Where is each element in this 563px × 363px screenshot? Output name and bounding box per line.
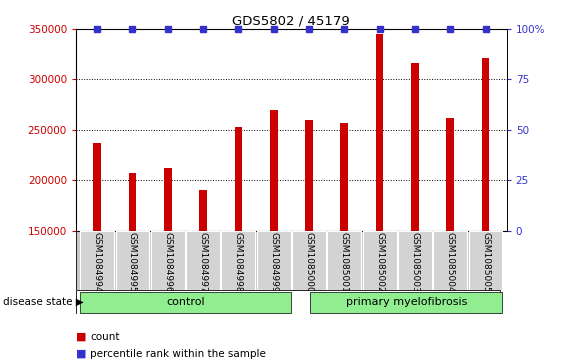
Bar bbox=[446, 118, 454, 363]
Bar bbox=[164, 168, 172, 363]
Bar bbox=[363, 231, 396, 290]
Text: GSM1085005: GSM1085005 bbox=[481, 232, 490, 293]
Bar bbox=[270, 110, 278, 363]
Bar bbox=[398, 231, 432, 290]
Text: GSM1085001: GSM1085001 bbox=[340, 232, 349, 293]
Text: GSM1085000: GSM1085000 bbox=[305, 232, 314, 293]
Bar bbox=[434, 231, 467, 290]
Bar bbox=[257, 231, 291, 290]
Bar bbox=[411, 63, 419, 363]
Text: GSM1084995: GSM1084995 bbox=[128, 232, 137, 293]
Bar bbox=[221, 231, 256, 290]
Bar bbox=[186, 231, 220, 290]
Title: GDS5802 / 45179: GDS5802 / 45179 bbox=[233, 15, 350, 28]
Bar bbox=[468, 231, 502, 290]
Bar bbox=[305, 120, 313, 363]
Bar bbox=[81, 231, 114, 290]
Bar bbox=[292, 231, 326, 290]
Bar bbox=[93, 143, 101, 363]
Bar bbox=[235, 127, 242, 363]
Text: GSM1084996: GSM1084996 bbox=[163, 232, 172, 293]
Text: ■: ■ bbox=[76, 349, 87, 359]
Bar bbox=[81, 291, 291, 313]
Text: GSM1085003: GSM1085003 bbox=[410, 232, 419, 293]
Text: GSM1084999: GSM1084999 bbox=[269, 232, 278, 293]
Text: primary myelofibrosis: primary myelofibrosis bbox=[346, 297, 467, 307]
Text: GSM1084997: GSM1084997 bbox=[199, 232, 208, 293]
Bar bbox=[341, 123, 348, 363]
Text: GSM1085002: GSM1085002 bbox=[375, 232, 384, 293]
Bar bbox=[199, 190, 207, 363]
Text: GSM1084994: GSM1084994 bbox=[93, 232, 102, 293]
Text: count: count bbox=[90, 332, 119, 342]
Text: disease state ▶: disease state ▶ bbox=[3, 297, 83, 307]
Bar bbox=[115, 231, 149, 290]
Bar bbox=[310, 291, 502, 313]
Text: GSM1085004: GSM1085004 bbox=[446, 232, 455, 293]
Text: percentile rank within the sample: percentile rank within the sample bbox=[90, 349, 266, 359]
Bar bbox=[128, 173, 136, 363]
Text: GSM1084998: GSM1084998 bbox=[234, 232, 243, 293]
Bar bbox=[376, 34, 383, 363]
Text: ■: ■ bbox=[76, 332, 87, 342]
Bar bbox=[151, 231, 185, 290]
Bar bbox=[327, 231, 361, 290]
Bar bbox=[481, 58, 489, 363]
Text: control: control bbox=[166, 297, 205, 307]
